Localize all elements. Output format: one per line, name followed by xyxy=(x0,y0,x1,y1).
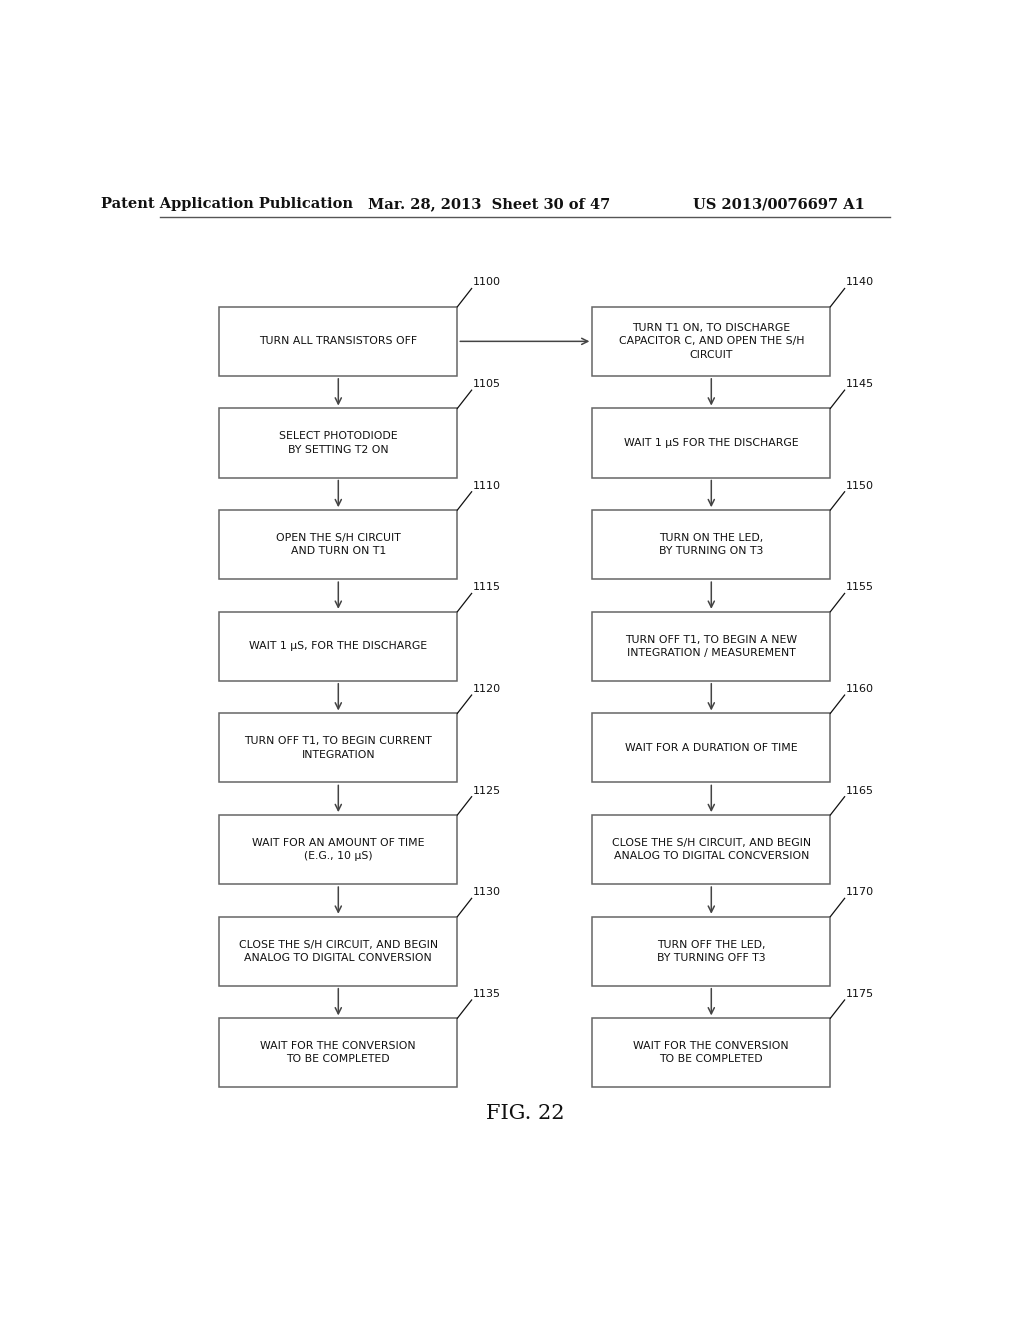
Text: 1155: 1155 xyxy=(846,582,874,593)
Bar xyxy=(219,611,458,681)
Text: 1115: 1115 xyxy=(473,582,501,593)
Bar xyxy=(592,814,830,884)
Text: OPEN THE S/H CIRCUIT
AND TURN ON T1: OPEN THE S/H CIRCUIT AND TURN ON T1 xyxy=(275,533,400,556)
Bar xyxy=(592,306,830,376)
Text: 1140: 1140 xyxy=(846,277,874,288)
Bar xyxy=(219,306,458,376)
Bar xyxy=(219,814,458,884)
Text: TURN ON THE LED,
BY TURNING ON T3: TURN ON THE LED, BY TURNING ON T3 xyxy=(659,533,764,556)
Text: CLOSE THE S/H CIRCUIT, AND BEGIN
ANALOG TO DIGITAL CONVERSION: CLOSE THE S/H CIRCUIT, AND BEGIN ANALOG … xyxy=(239,940,438,962)
Text: WAIT FOR THE CONVERSION
TO BE COMPLETED: WAIT FOR THE CONVERSION TO BE COMPLETED xyxy=(634,1041,790,1064)
Bar xyxy=(592,408,830,478)
Bar xyxy=(592,1018,830,1088)
Text: TURN OFF THE LED,
BY TURNING OFF T3: TURN OFF THE LED, BY TURNING OFF T3 xyxy=(657,940,766,962)
Text: Patent Application Publication: Patent Application Publication xyxy=(101,197,353,211)
Bar xyxy=(219,408,458,478)
Text: 1165: 1165 xyxy=(846,785,874,796)
Text: TURN ALL TRANSISTORS OFF: TURN ALL TRANSISTORS OFF xyxy=(259,337,418,346)
Text: 1110: 1110 xyxy=(473,480,501,491)
Text: 1145: 1145 xyxy=(846,379,874,389)
Text: WAIT FOR A DURATION OF TIME: WAIT FOR A DURATION OF TIME xyxy=(625,743,798,752)
Text: 1150: 1150 xyxy=(846,480,874,491)
Text: 1125: 1125 xyxy=(473,785,502,796)
Text: WAIT FOR AN AMOUNT OF TIME
(E.G., 10 μS): WAIT FOR AN AMOUNT OF TIME (E.G., 10 μS) xyxy=(252,838,425,861)
Bar xyxy=(592,510,830,579)
Text: WAIT 1 μS FOR THE DISCHARGE: WAIT 1 μS FOR THE DISCHARGE xyxy=(624,438,799,447)
Text: TURN T1 ON, TO DISCHARGE
CAPACITOR C, AND OPEN THE S/H
CIRCUIT: TURN T1 ON, TO DISCHARGE CAPACITOR C, AN… xyxy=(618,323,804,359)
Text: US 2013/0076697 A1: US 2013/0076697 A1 xyxy=(693,197,864,211)
Bar xyxy=(592,713,830,783)
Text: 1170: 1170 xyxy=(846,887,874,898)
Text: TURN OFF T1, TO BEGIN A NEW
INTEGRATION / MEASUREMENT: TURN OFF T1, TO BEGIN A NEW INTEGRATION … xyxy=(626,635,798,657)
Bar xyxy=(592,916,830,986)
Text: 1175: 1175 xyxy=(846,989,874,999)
Text: FIG. 22: FIG. 22 xyxy=(485,1105,564,1123)
Text: 1160: 1160 xyxy=(846,684,874,694)
Text: TURN OFF T1, TO BEGIN CURRENT
INTEGRATION: TURN OFF T1, TO BEGIN CURRENT INTEGRATIO… xyxy=(245,737,432,759)
Text: SELECT PHOTODIODE
BY SETTING T2 ON: SELECT PHOTODIODE BY SETTING T2 ON xyxy=(279,432,397,454)
Text: WAIT FOR THE CONVERSION
TO BE COMPLETED: WAIT FOR THE CONVERSION TO BE COMPLETED xyxy=(260,1041,416,1064)
Text: WAIT 1 μS, FOR THE DISCHARGE: WAIT 1 μS, FOR THE DISCHARGE xyxy=(249,642,427,651)
Bar xyxy=(219,916,458,986)
Text: CLOSE THE S/H CIRCUIT, AND BEGIN
ANALOG TO DIGITAL CONCVERSION: CLOSE THE S/H CIRCUIT, AND BEGIN ANALOG … xyxy=(611,838,811,861)
Text: 1100: 1100 xyxy=(473,277,501,288)
Text: 1130: 1130 xyxy=(473,887,501,898)
Text: 1105: 1105 xyxy=(473,379,501,389)
Bar xyxy=(219,1018,458,1088)
Text: 1120: 1120 xyxy=(473,684,502,694)
Bar xyxy=(592,611,830,681)
Bar xyxy=(219,510,458,579)
Text: 1135: 1135 xyxy=(473,989,501,999)
Bar xyxy=(219,713,458,783)
Text: Mar. 28, 2013  Sheet 30 of 47: Mar. 28, 2013 Sheet 30 of 47 xyxy=(368,197,610,211)
